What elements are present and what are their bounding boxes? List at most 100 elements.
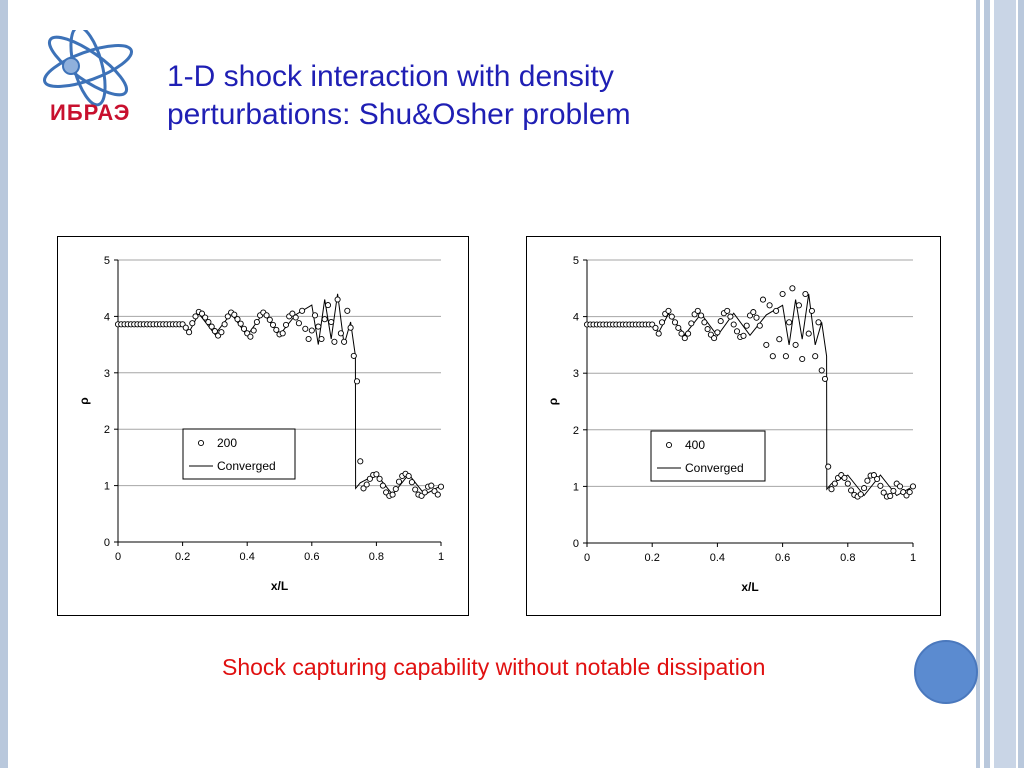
data-point: [887, 492, 894, 500]
data-point: [318, 335, 325, 343]
data-point: [302, 325, 309, 332]
y-tick-label: 0: [573, 538, 579, 550]
data-point: [730, 321, 737, 328]
data-point: [789, 285, 796, 292]
data-point: [658, 319, 666, 326]
data-point: [763, 341, 770, 348]
title-line-2: perturbations: Shu&Osher problem: [167, 98, 631, 131]
data-point: [328, 318, 335, 326]
data-point: [363, 481, 370, 488]
legend-label: 400: [685, 438, 705, 452]
data-point: [701, 319, 708, 326]
title-line-1: 1-D shock interaction with density: [167, 60, 614, 93]
data-point: [357, 458, 364, 465]
data-point: [412, 486, 419, 493]
data-point: [675, 324, 682, 331]
x-tick-label: 0: [584, 552, 590, 564]
x-tick-label: 1: [438, 551, 444, 563]
data-point: [324, 302, 332, 309]
data-point: [211, 328, 218, 335]
data-point: [782, 353, 789, 360]
y-tick-label: 2: [104, 424, 110, 436]
data-point: [799, 355, 806, 363]
data-point: [366, 475, 373, 482]
data-point: [717, 318, 724, 325]
data-point: [759, 296, 767, 303]
frame-stripe: [984, 0, 990, 768]
density-chart-400: 0 1 2 3 4 5 0 0.2 0.4 0.6 0.8 1 x/L ρ 400 Converged: [546, 255, 917, 594]
data-point: [779, 290, 786, 298]
y-tick-label: 4: [573, 312, 579, 324]
data-point: [821, 375, 829, 382]
data-point: [379, 482, 386, 489]
data-point: [421, 489, 428, 496]
data-point: [805, 330, 812, 337]
data-point: [841, 474, 848, 481]
data-point: [347, 324, 354, 331]
y-tick-label: 3: [573, 368, 579, 380]
data-point: [305, 335, 312, 343]
data-point: [769, 353, 776, 360]
data-point: [812, 353, 819, 360]
data-point: [263, 312, 270, 319]
data-point: [831, 480, 838, 487]
y-tick-label: 3: [104, 368, 110, 380]
data-point: [694, 307, 701, 314]
data-point: [389, 491, 396, 498]
data-point: [773, 307, 780, 314]
chart-panel-right: 0 1 2 3 4 5 0 0.2 0.4 0.6 0.8 1 x/L ρ 400 Converged: [526, 236, 941, 616]
data-point: [685, 330, 692, 337]
data-point: [655, 330, 662, 337]
x-tick-label: 0.8: [840, 552, 855, 564]
data-point: [253, 318, 260, 326]
data-point: [198, 310, 206, 317]
data-point: [428, 482, 435, 489]
data-point: [308, 327, 315, 334]
x-axis-label: x/L: [271, 579, 288, 593]
data-point: [337, 330, 344, 337]
data-point: [857, 491, 864, 498]
data-point: [874, 475, 881, 483]
data-point: [292, 314, 299, 321]
data-point: [870, 472, 877, 479]
data-point: [282, 321, 290, 328]
data-point: [299, 307, 306, 314]
y-axis-label: ρ: [77, 397, 91, 404]
data-point: [231, 311, 238, 318]
data-point: [906, 489, 913, 496]
y-axis-label: ρ: [546, 398, 560, 405]
y-tick-label: 5: [104, 255, 110, 267]
data-point: [740, 332, 747, 339]
slide-caption: Shock capturing capability without notab…: [222, 654, 766, 680]
data-point: [202, 314, 209, 321]
data-point: [844, 480, 851, 487]
converged-series-line: [587, 293, 914, 497]
data-point: [247, 333, 254, 340]
data-point: [405, 472, 412, 480]
y-tick-label: 1: [573, 481, 579, 493]
data-point: [711, 335, 718, 342]
data-point: [795, 302, 802, 309]
data-point: [208, 323, 215, 330]
x-tick-label: 0.2: [645, 552, 660, 564]
data-point: [727, 313, 734, 320]
data-point: [678, 330, 685, 337]
data-point: [334, 296, 341, 303]
data-point: [671, 319, 679, 326]
data-point: [321, 316, 328, 323]
data-point: [237, 320, 244, 327]
data-point: [864, 477, 871, 484]
x-axis-label: x/L: [741, 580, 758, 594]
slide-frame-left: [0, 0, 8, 768]
slide-frame-right: [976, 0, 1024, 768]
data-point: [205, 318, 212, 326]
data-point: [331, 338, 338, 345]
legend-label: Converged: [685, 461, 744, 475]
data-point: [269, 321, 277, 328]
data-point: [279, 330, 286, 337]
y-tick-label: 4: [104, 311, 110, 323]
data-point: [753, 314, 760, 321]
data-point: [315, 323, 322, 330]
data-point: [909, 483, 917, 490]
x-tick-label: 0.4: [240, 551, 255, 563]
